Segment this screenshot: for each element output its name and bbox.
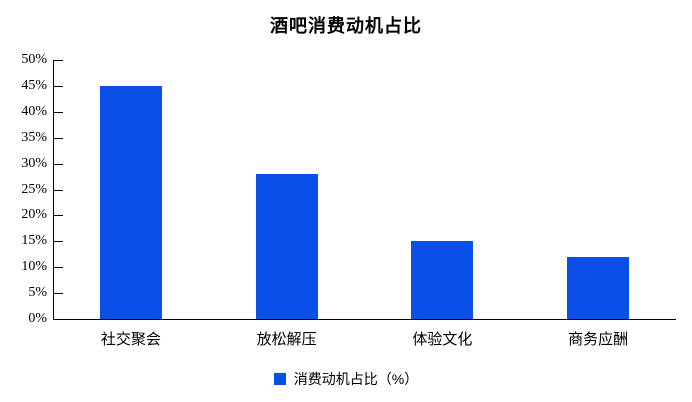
y-tick-label: 0%: [28, 311, 47, 326]
y-tick-label: 35%: [21, 129, 47, 145]
y-tick-mark: [53, 319, 63, 320]
x-axis-label: 体验文化: [412, 331, 473, 348]
y-tick-mark: [53, 293, 63, 295]
bar: [411, 241, 474, 319]
y-tick-mark: [53, 137, 63, 139]
y-tick-label: 45%: [21, 77, 47, 93]
y-tick-label: 30%: [21, 155, 47, 171]
y-tick-label: 20%: [21, 207, 47, 223]
legend: 消费动机占比（%）: [0, 371, 692, 387]
y-tick-label: 50%: [21, 52, 47, 67]
x-axis-label: 放松解压: [256, 331, 317, 348]
y-tick-mark: [53, 60, 63, 61]
y-tick-label: 15%: [21, 233, 47, 249]
chart-title: 酒吧消费动机占比: [270, 16, 422, 36]
y-tick-mark: [53, 189, 63, 191]
y-tick-label: 25%: [21, 181, 47, 197]
y-tick-mark: [53, 85, 63, 87]
y-tick-mark: [53, 163, 63, 165]
y-tick-mark: [53, 215, 63, 217]
y-tick-mark: [53, 111, 63, 113]
legend-label: 消费动机占比（%）: [293, 371, 419, 387]
x-axis-label: 社交聚会: [100, 331, 161, 348]
y-tick-mark: [53, 241, 63, 243]
legend-swatch-icon: [273, 373, 286, 385]
y-tick-label: 40%: [21, 103, 47, 119]
x-axis-line: [53, 319, 676, 320]
y-tick-label: 10%: [21, 259, 47, 275]
x-axis-label: 商务应酬: [568, 331, 629, 348]
y-tick-mark: [53, 267, 63, 269]
y-tick-label: 5%: [28, 285, 47, 301]
bar: [255, 173, 318, 319]
bar: [99, 85, 162, 319]
bar: [567, 256, 630, 319]
